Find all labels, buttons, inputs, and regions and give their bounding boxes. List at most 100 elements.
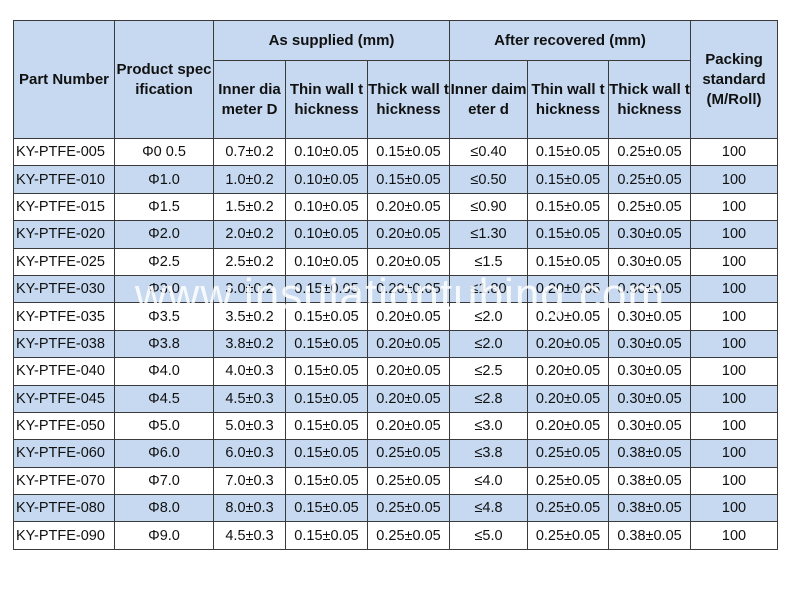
table-cell: 0.15±0.05 xyxy=(527,137,610,167)
table-cell: 0.38±0.05 xyxy=(608,521,692,550)
table-cell: 100 xyxy=(690,411,779,441)
table-row: KY-PTFE-035 Φ3.5 3.5±0.2 0.15±0.05 0.20±0.05… xyxy=(13,302,779,331)
table-cell: 0.20±0.05 xyxy=(527,329,610,359)
table-cell: 0.10±0.05 xyxy=(285,165,368,194)
table-cell: 100 xyxy=(690,220,779,249)
table-cell: KY-PTFE-020 xyxy=(13,220,115,249)
table-cell: ≤4.8 xyxy=(449,494,529,523)
table-cell: 0.25±0.05 xyxy=(527,494,610,523)
table-cell: 0.20±0.05 xyxy=(366,192,451,222)
table-cell: KY-PTFE-090 xyxy=(13,521,115,550)
table-cell: 100 xyxy=(690,521,779,550)
table-cell: 0.15±0.05 xyxy=(285,357,368,386)
table-cell: 0.38±0.05 xyxy=(608,439,692,468)
table-cell: 100 xyxy=(690,329,779,359)
table-cell: 0.15±0.05 xyxy=(285,466,368,496)
table-cell: 0.15±0.05 xyxy=(285,274,368,304)
header-cell: Thin wall thickness xyxy=(285,60,368,139)
table-cell: 0.30±0.05 xyxy=(608,274,692,304)
table-cell: 0.25±0.05 xyxy=(366,521,451,550)
table-cell: 0.20±0.05 xyxy=(366,357,451,386)
table-cell: 0.30±0.05 xyxy=(608,411,692,441)
table-cell: KY-PTFE-015 xyxy=(13,192,115,222)
table-cell: 100 xyxy=(690,274,779,304)
table-cell: 2.5±0.2 xyxy=(213,247,286,276)
table-cell: ≤2.0 xyxy=(449,329,529,359)
table-cell: 0.20±0.05 xyxy=(366,302,451,331)
table-cell: Φ2.5 xyxy=(114,247,214,276)
table-cell: Φ9.0 xyxy=(114,521,214,550)
table-cell: 4.0±0.3 xyxy=(213,357,286,386)
table-cell: KY-PTFE-010 xyxy=(13,165,115,194)
table-row: KY-PTFE-025 Φ2.5 2.5±0.2 0.10±0.05 0.20±0.05… xyxy=(13,247,779,276)
table-cell: 0.30±0.05 xyxy=(608,329,692,359)
table-cell: 0.25±0.05 xyxy=(527,466,610,496)
table-cell: 7.0±0.3 xyxy=(213,466,286,496)
table-cell: 0.20±0.05 xyxy=(527,274,610,304)
table-cell: 100 xyxy=(690,439,779,468)
table-cell: 3.0±0.2 xyxy=(213,274,286,304)
table-cell: 0.25±0.05 xyxy=(366,439,451,468)
table-cell: 0.20±0.05 xyxy=(527,411,610,441)
table-cell: 8.0±0.3 xyxy=(213,494,286,523)
table-cell: 3.5±0.2 xyxy=(213,302,286,331)
table-row: KY-PTFE-005 Φ0 0.5 0.7±0.2 0.10±0.05 0.15±0.… xyxy=(13,137,779,167)
table-cell: KY-PTFE-025 xyxy=(13,247,115,276)
table-cell: 0.20±0.05 xyxy=(366,274,451,304)
header-cell: Inner diameter D xyxy=(213,60,286,139)
table-row: KY-PTFE-080 Φ8.0 8.0±0.3 0.15±0.05 0.25±0.05… xyxy=(13,494,779,523)
table-cell: 0.25±0.05 xyxy=(366,494,451,523)
table-cell: KY-PTFE-038 xyxy=(13,329,115,359)
header-group: After recovered (mm) xyxy=(449,20,692,61)
table-cell: 100 xyxy=(690,137,779,167)
table-cell: 100 xyxy=(690,466,779,496)
table-cell: Φ7.0 xyxy=(114,466,214,496)
table-cell: 2.0±0.2 xyxy=(213,220,286,249)
header-cell: Product specification xyxy=(114,20,214,139)
table-cell: 0.25±0.05 xyxy=(608,165,692,194)
table-cell: ≤0.40 xyxy=(449,137,529,167)
table-cell: 0.20±0.05 xyxy=(366,220,451,249)
table-cell: 0.15±0.05 xyxy=(285,494,368,523)
table-cell: 0.15±0.05 xyxy=(366,137,451,167)
table-cell: KY-PTFE-050 xyxy=(13,411,115,441)
table-cell: KY-PTFE-005 xyxy=(13,137,115,167)
table-cell: ≤4.0 xyxy=(449,466,529,496)
table-cell: Φ1.5 xyxy=(114,192,214,222)
table-cell: KY-PTFE-035 xyxy=(13,302,115,331)
table-cell: Φ3.8 xyxy=(114,329,214,359)
table-cell: 0.15±0.05 xyxy=(285,384,368,413)
table-cell: 100 xyxy=(690,357,779,386)
header-cell: Thick wall thickness xyxy=(608,60,692,139)
table-cell: 100 xyxy=(690,494,779,523)
table-row: KY-PTFE-050 Φ5.0 5.0±0.3 0.15±0.05 0.20±0.05… xyxy=(13,411,779,441)
table-cell: 100 xyxy=(690,302,779,331)
table-cell: Φ1.0 xyxy=(114,165,214,194)
table-cell: Φ6.0 xyxy=(114,439,214,468)
table-cell: 0.15±0.05 xyxy=(527,247,610,276)
table-cell: 0.20±0.05 xyxy=(527,357,610,386)
table-row: KY-PTFE-090 Φ9.0 4.5±0.3 0.15±0.05 0.25±0.05… xyxy=(13,521,779,550)
header-group: As supplied (mm) xyxy=(212,20,451,61)
table-cell: ≤1.80 xyxy=(449,274,529,304)
table-cell: 0.20±0.05 xyxy=(527,302,610,331)
table-cell: Φ0 0.5 xyxy=(114,137,214,167)
table-row: KY-PTFE-060 Φ6.0 6.0±0.3 0.15±0.05 0.25±0.05… xyxy=(13,439,779,468)
table-cell: 0.15±0.05 xyxy=(285,411,368,441)
table-cell: 0.20±0.05 xyxy=(527,384,610,413)
table-cell: Φ8.0 xyxy=(114,494,214,523)
table-cell: 0.25±0.05 xyxy=(608,137,692,167)
table-cell: 1.5±0.2 xyxy=(213,192,286,222)
header-cell: Thin wall thickness xyxy=(527,60,610,139)
table-cell: Φ3.0 xyxy=(114,274,214,304)
table-cell: 0.15±0.05 xyxy=(527,220,610,249)
table-cell: 0.30±0.05 xyxy=(608,302,692,331)
table-row: KY-PTFE-020 Φ2.0 2.0±0.2 0.10±0.05 0.20±0.05… xyxy=(13,220,779,249)
table-cell: ≤1.30 xyxy=(449,220,529,249)
header-cell: Inner daimeter d xyxy=(449,60,529,139)
table-cell: 0.20±0.05 xyxy=(366,411,451,441)
table-cell: 5.0±0.3 xyxy=(213,411,286,441)
table-cell: 1.0±0.2 xyxy=(213,165,286,194)
header-cell: Thick wall thickness xyxy=(366,60,451,139)
table-row: KY-PTFE-045 Φ4.5 4.5±0.3 0.15±0.05 0.20±0.05… xyxy=(13,384,779,413)
